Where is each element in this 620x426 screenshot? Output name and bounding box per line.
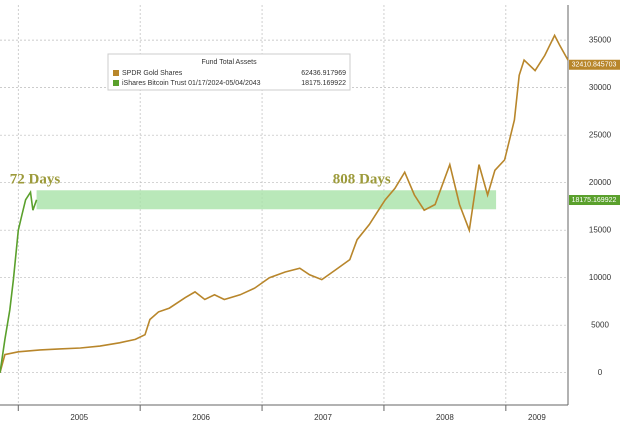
x-tick-label: 2005 [70,413,88,422]
highlight-band [36,190,497,210]
series-line [0,33,569,373]
legend-swatch [113,80,119,86]
last-value-box [569,59,620,70]
legend-label: SPDR Gold Shares [122,70,183,77]
x-tick-label: 2006 [192,413,210,422]
x-tick-label: 2007 [314,413,332,422]
series-line [0,189,38,373]
legend-value: 62436.917969 [301,70,346,77]
y-tick-label: 25000 [589,130,612,139]
y-tick-label: 35000 [589,35,612,44]
x-tick-label: 2009 [528,413,546,422]
legend-swatch [113,70,119,76]
y-tick-label: 10000 [589,273,612,282]
last-value-label: 32410.845703 [572,62,617,69]
annotation: 72 Days [10,171,61,187]
legend: Fund Total Assets SPDR Gold Shares 62436.9… [107,53,351,91]
annotation: 808 Days [333,171,391,187]
y-tick-label: 5000 [591,320,609,329]
y-tick-label: 20000 [589,178,612,187]
last-value-box [569,195,620,206]
last-value-label: 18175.169922 [572,197,617,204]
legend-value: 18175.169922 [301,80,346,87]
legend-box [107,53,351,91]
y-tick-label: 15000 [589,225,612,234]
x-tick-label: 2008 [436,413,454,422]
legend-title: Fund Total Assets [201,59,257,66]
y-tick-label: 30000 [589,83,612,92]
legend-label: iShares Bitcoin Trust 01/17/2024-05/04/2… [122,80,261,87]
y-tick-label: 0 [598,368,603,377]
